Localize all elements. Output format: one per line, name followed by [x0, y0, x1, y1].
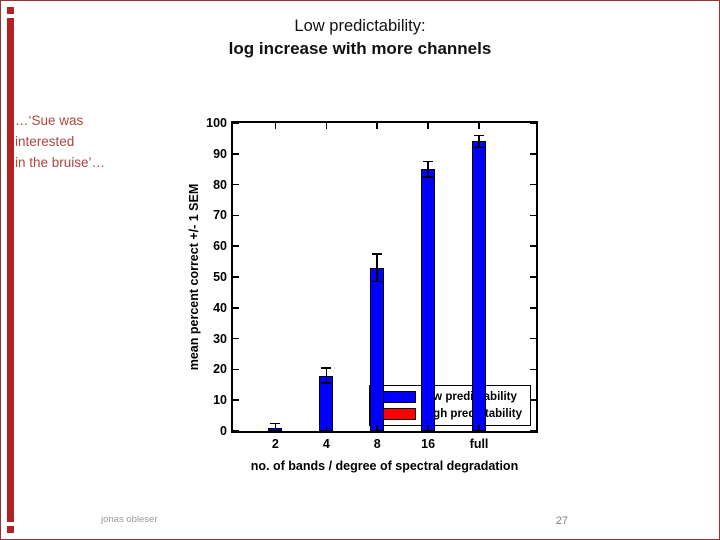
y-tick-mark [233, 307, 239, 309]
bar-16 [421, 169, 436, 431]
error-cap-16 [423, 160, 434, 163]
x-tick-mark [325, 425, 328, 431]
y-tick-mark [530, 214, 536, 217]
y-tick-mark [530, 183, 536, 186]
page-number: 27 [555, 515, 568, 527]
x-tick-label: 8 [373, 437, 381, 451]
x-tick-label: 2 [271, 437, 279, 451]
y-tick-label: 30 [213, 331, 227, 346]
x-tick-mark [478, 425, 480, 431]
x-tick-mark [427, 425, 429, 431]
y-tick-label: 100 [206, 116, 227, 130]
y-tick-mark [530, 153, 536, 155]
legend-row-low-predictability: low predictability [375, 391, 522, 403]
y-tick-label: 60 [213, 239, 227, 254]
x-tick-label: 4 [322, 437, 330, 451]
y-tick-mark [233, 337, 239, 340]
x-tick-mark [325, 123, 328, 129]
left-border-dot-top [7, 7, 14, 14]
y-tick-mark [233, 214, 239, 217]
x-tick-labels: 2 4 8 16 full [181, 437, 571, 453]
y-tick-mark [233, 368, 239, 371]
x-tick-mark [274, 123, 277, 129]
bar-chart: mean percent correct +/- 1 SEM low predi… [181, 113, 571, 485]
y-tick-label: 10 [213, 393, 227, 408]
error-cap-full [474, 134, 485, 137]
y-tick-mark [233, 122, 239, 124]
example-sentence-line-2: interested [15, 133, 75, 149]
y-tick-mark [233, 153, 239, 155]
y-tick-label: 90 [213, 146, 227, 161]
legend-label-low-predictability: low predictability [422, 391, 517, 403]
y-tick-mark [530, 245, 536, 247]
x-tick-mark [274, 425, 277, 431]
error-cap-full [474, 146, 485, 149]
y-tick-mark [530, 430, 536, 432]
y-tick-label: 80 [213, 177, 227, 192]
y-tick-mark [233, 399, 239, 401]
x-tick-label: full [469, 437, 489, 451]
left-border-stripe [7, 18, 14, 522]
example-sentence-line-3: in the bruise’… [15, 154, 106, 170]
x-tick-mark [376, 425, 378, 431]
x-axis-label: no. of bands / degree of spectral degrad… [250, 459, 519, 473]
error-cap-2 [270, 422, 281, 425]
y-tick-mark [233, 276, 239, 278]
error-cap-8 [372, 280, 383, 283]
error-bar-full [478, 135, 480, 148]
error-cap-2 [270, 431, 281, 434]
error-cap-8 [372, 253, 383, 255]
y-tick-mark [530, 276, 536, 278]
y-tick-mark [530, 307, 536, 309]
y-tick-mark [233, 430, 239, 432]
error-bar-4 [325, 367, 328, 384]
y-tick-mark [530, 337, 536, 340]
y-tick-label: 70 [213, 208, 227, 223]
bar-8 [370, 267, 385, 431]
slide-title-line-1: Low predictability: [294, 17, 426, 35]
y-tick-label: 50 [213, 270, 227, 284]
x-tick-mark [427, 123, 429, 129]
y-tick-label: 0 [220, 424, 227, 438]
y-tick-label: 40 [213, 300, 227, 315]
example-sentence: …‘Sue was interested in the bruise’… [15, 111, 145, 174]
x-tick-label: 16 [421, 437, 436, 451]
y-tick-label: 20 [213, 362, 227, 377]
chart-legend: low predictability high predictability [368, 385, 531, 426]
slide-title-line-2: log increase with more channels [228, 39, 492, 58]
y-tick-mark [530, 122, 536, 124]
y-tick-mark [233, 245, 239, 247]
bar-full [472, 141, 487, 431]
y-tick-mark [233, 183, 239, 186]
error-cap-4 [321, 382, 332, 385]
error-cap-4 [321, 367, 332, 369]
slide-title: Low predictability: log increase with mo… [1, 17, 719, 59]
y-tick-mark [530, 368, 536, 371]
plot-area: low predictability high predictability 0… [206, 116, 538, 438]
y-tick-mark [530, 399, 536, 401]
error-bar-8 [376, 253, 379, 282]
x-tick-mark [478, 123, 480, 129]
footer-author: jonas obleser [101, 514, 158, 525]
error-bar-16 [427, 161, 429, 177]
legend-row-high-predictability: high predictability [375, 408, 522, 420]
x-tick-mark [376, 123, 378, 129]
example-sentence-line-1: …‘Sue was [15, 113, 84, 128]
error-cap-16 [423, 176, 434, 178]
left-border-dot-bottom [7, 526, 14, 533]
